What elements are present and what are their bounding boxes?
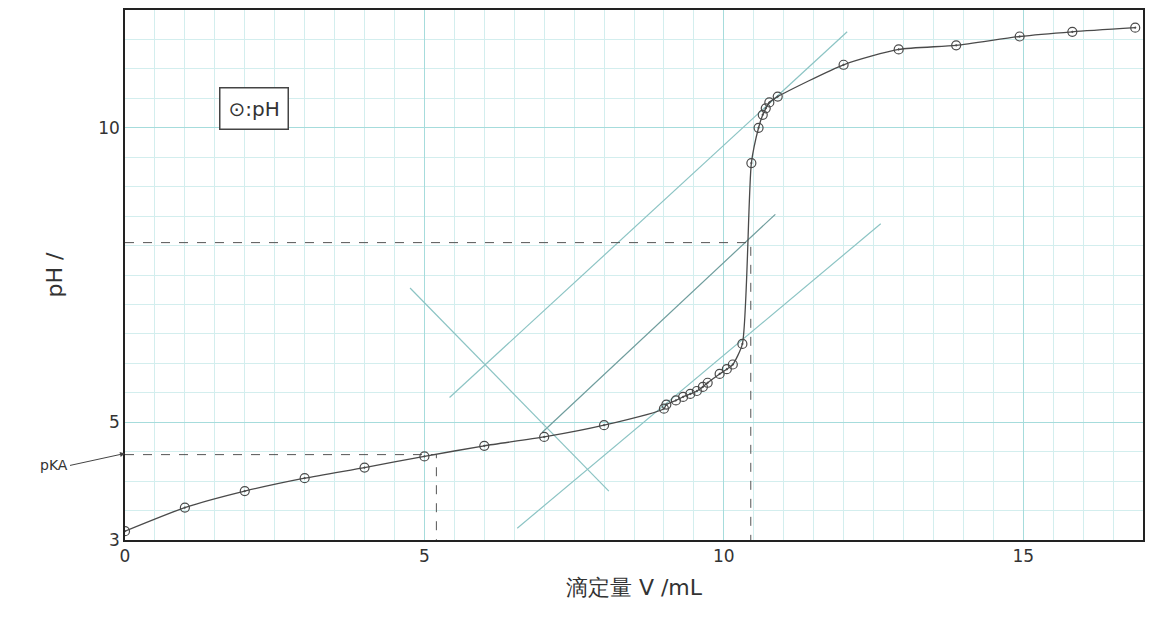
svg-text:5: 5 <box>419 546 430 566</box>
svg-text:pKA: pKA <box>40 457 68 473</box>
svg-text:10: 10 <box>713 546 735 566</box>
svg-text:滴定量 V /mL: 滴定量 V /mL <box>566 575 703 600</box>
svg-text:pH /: pH / <box>42 252 67 298</box>
svg-text:15: 15 <box>1012 546 1034 566</box>
svg-text:⊙:pH: ⊙:pH <box>229 97 280 121</box>
svg-text:5: 5 <box>109 412 120 432</box>
svg-text:0: 0 <box>120 546 131 566</box>
svg-text:10: 10 <box>98 118 120 138</box>
svg-text:3: 3 <box>109 530 120 550</box>
